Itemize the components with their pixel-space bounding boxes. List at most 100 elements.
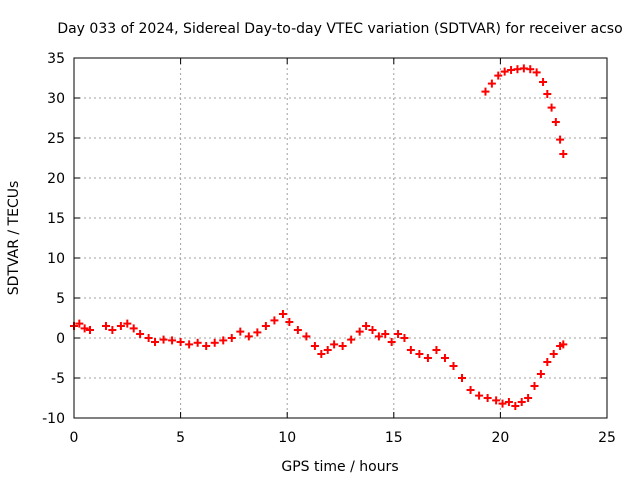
data-point (253, 328, 262, 337)
data-point (530, 382, 539, 390)
data-point (449, 362, 458, 370)
series-sdtvar (70, 64, 568, 410)
data-point (210, 338, 219, 347)
data-point (310, 342, 319, 350)
data-point (543, 90, 552, 98)
axis-ticks: 0 5 10 15 20 25 -10 -5 0 5 10 15 20 25 30 35 (42, 51, 616, 446)
data-point (330, 340, 339, 349)
data-point (394, 330, 403, 338)
data-point (374, 332, 383, 341)
data-point (466, 386, 475, 394)
y-tick-label: 0 (56, 331, 65, 347)
data-point (440, 354, 449, 362)
chart-title: Day 033 of 2024, Sidereal Day-to-day VTE… (57, 21, 622, 37)
data-point (556, 135, 565, 144)
y-tick-label: 25 (47, 131, 65, 147)
data-point (475, 391, 484, 400)
data-point (144, 334, 153, 342)
data-point (129, 324, 138, 333)
data-point (323, 346, 332, 354)
data-point (362, 322, 371, 330)
data-point (423, 354, 432, 362)
y-tick-label: -5 (51, 371, 65, 387)
data-point (101, 322, 110, 330)
data-point (193, 338, 202, 347)
data-point (532, 68, 541, 77)
data-point (159, 335, 168, 344)
data-series (70, 64, 568, 410)
data-point (559, 340, 568, 349)
y-tick-label: 15 (47, 211, 65, 227)
data-point (526, 65, 535, 74)
data-point (347, 335, 356, 344)
data-point (338, 342, 347, 350)
data-point (108, 326, 117, 334)
y-tick-label: 10 (47, 251, 65, 267)
grid (74, 58, 607, 418)
data-point (202, 342, 211, 350)
data-point (302, 332, 311, 341)
data-point (368, 326, 377, 334)
y-tick-label: 20 (47, 171, 65, 187)
data-point (543, 358, 552, 366)
data-point (498, 399, 507, 408)
data-point (168, 336, 177, 345)
data-point (458, 374, 467, 382)
x-tick-label: 10 (278, 430, 296, 446)
data-point (116, 322, 125, 330)
data-point (551, 118, 560, 126)
data-point (517, 398, 526, 406)
data-point (151, 338, 160, 346)
data-point (270, 316, 279, 325)
data-point (236, 327, 245, 336)
data-point (483, 394, 492, 402)
x-tick-label: 0 (70, 430, 79, 446)
data-point (539, 78, 548, 86)
data-point (244, 332, 253, 341)
y-tick-label: 35 (47, 51, 65, 67)
data-point (549, 350, 558, 358)
y-tick-label: 30 (47, 91, 65, 107)
data-point (355, 327, 364, 336)
data-point (432, 346, 441, 354)
data-point (80, 324, 89, 333)
data-point (400, 334, 409, 342)
data-point (261, 322, 270, 330)
data-point (547, 103, 556, 112)
y-axis-label: SDTVAR / TECUs (6, 181, 22, 296)
x-axis-label: GPS time / hours (281, 459, 398, 475)
data-point (504, 398, 513, 406)
data-point (285, 318, 294, 326)
data-point (524, 394, 533, 402)
x-tick-label: 20 (491, 430, 509, 446)
data-point (293, 326, 302, 334)
data-point (75, 319, 84, 328)
data-point (123, 319, 132, 328)
data-point (185, 340, 194, 349)
data-point (415, 350, 424, 358)
data-point (387, 338, 396, 346)
data-point (492, 396, 501, 405)
data-point (381, 330, 390, 338)
x-tick-label: 25 (598, 430, 616, 446)
data-point (494, 71, 503, 80)
x-tick-label: 5 (176, 430, 185, 446)
data-point (176, 338, 185, 346)
data-point (278, 310, 287, 318)
data-point (317, 350, 326, 358)
data-point (219, 336, 228, 345)
y-tick-label: 5 (56, 291, 65, 307)
y-tick-label: -10 (42, 411, 65, 427)
x-tick-label: 15 (385, 430, 403, 446)
data-point (487, 79, 496, 88)
data-point (536, 370, 545, 378)
data-point (406, 346, 415, 354)
data-point (85, 326, 94, 334)
data-point (500, 67, 509, 76)
data-point (511, 402, 520, 410)
data-point (136, 330, 145, 338)
data-point (227, 334, 236, 342)
data-point (559, 150, 568, 158)
plot-frame (73, 57, 608, 419)
